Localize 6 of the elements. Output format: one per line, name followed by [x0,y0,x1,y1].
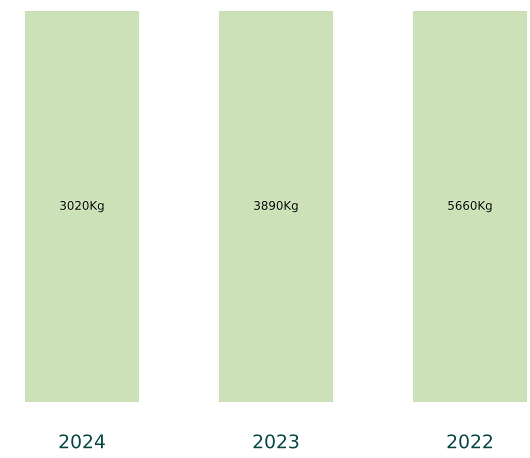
data-label: 3890Kg [254,200,298,212]
category-label: 2022 [448,434,492,448]
data-label: 5660Kg [448,200,492,212]
data-label: 3020Kg [60,200,104,212]
category-label: 2024 [60,434,105,448]
category-label: 2023 [254,434,298,448]
